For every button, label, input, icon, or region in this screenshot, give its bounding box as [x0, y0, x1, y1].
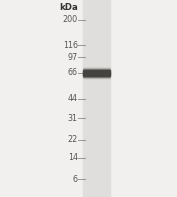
Bar [83, 70, 110, 76]
Text: 6: 6 [73, 175, 78, 184]
Text: 22: 22 [68, 135, 78, 144]
Bar [83, 77, 110, 78]
Bar [83, 69, 110, 70]
Text: 14: 14 [68, 153, 78, 162]
Bar [83, 71, 110, 72]
Text: kDa: kDa [59, 3, 78, 12]
Text: 116: 116 [63, 41, 78, 50]
Text: 44: 44 [68, 94, 78, 103]
Text: 97: 97 [68, 53, 78, 62]
Bar [83, 72, 110, 73]
Bar [83, 76, 110, 77]
Text: 31: 31 [68, 114, 78, 123]
Bar [83, 68, 110, 69]
Bar [83, 73, 110, 74]
Text: 66: 66 [68, 68, 78, 77]
Text: 200: 200 [63, 15, 78, 24]
Bar [83, 74, 110, 75]
Bar [83, 0, 110, 197]
Bar [83, 70, 110, 71]
Bar [83, 67, 110, 68]
Bar [83, 75, 110, 76]
